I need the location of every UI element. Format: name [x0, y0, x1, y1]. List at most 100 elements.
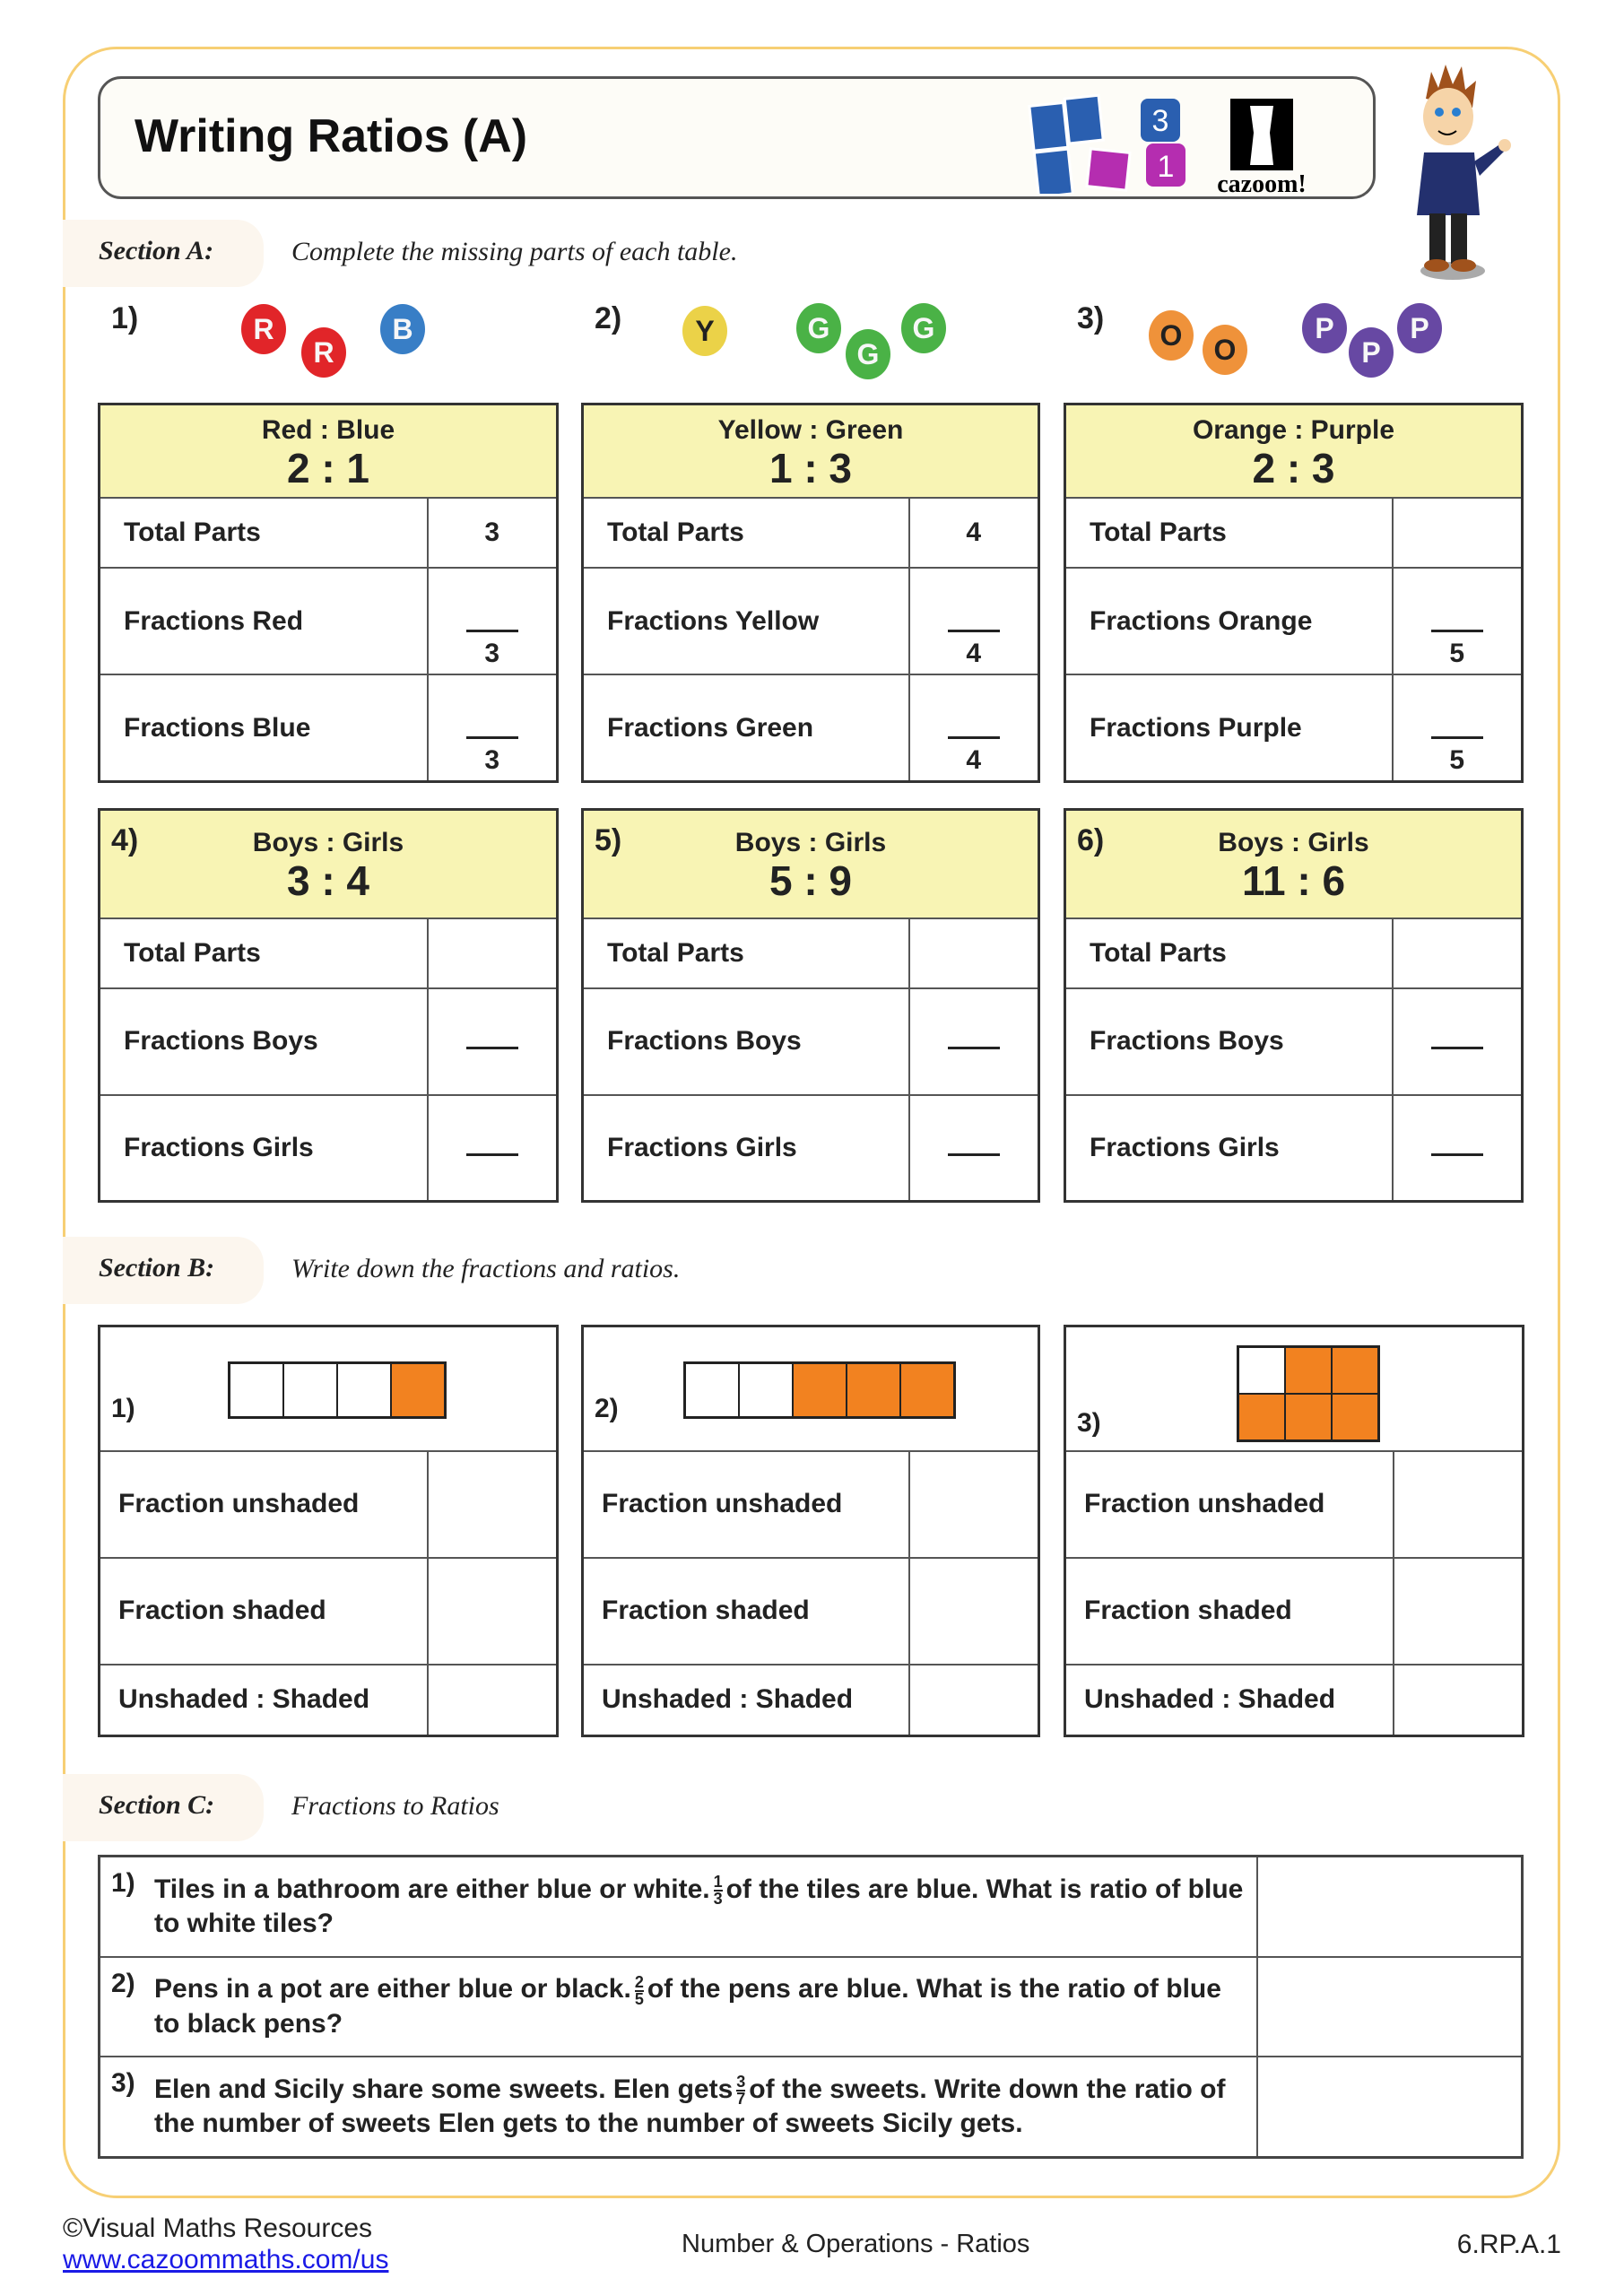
row-label: Unshaded : Shaded: [98, 1663, 429, 1737]
fraction-answer[interactable]: [465, 1152, 518, 1158]
answer-cell[interactable]: [426, 1556, 559, 1665]
table-row: Fractions Boys: [98, 987, 559, 1096]
shaded-grid: [683, 1361, 956, 1419]
ratio-title: Boys : Girls: [252, 828, 404, 858]
question-text-after: of the pens are blue. What is the ratio …: [154, 1974, 1221, 2039]
row-label: Total Parts: [98, 496, 429, 569]
answer-cell[interactable]: 5: [1391, 566, 1524, 676]
table-row: Total Parts: [1064, 917, 1524, 989]
fraction-answer[interactable]: 4: [947, 736, 1000, 780]
ratio-header: 6) Boys : Girls 11 : 6: [1064, 808, 1524, 919]
ratio-value: 1 : 3: [769, 444, 853, 491]
answer-cell[interactable]: [1255, 1855, 1524, 1958]
fraction-answer[interactable]: [947, 1152, 1000, 1158]
answer-cell[interactable]: [1391, 917, 1524, 989]
row-label: Unshaded : Shaded: [1064, 1663, 1394, 1737]
fraction-answer[interactable]: 5: [1430, 630, 1483, 674]
answer-cell[interactable]: [1391, 1093, 1524, 1203]
row-label: Fractions Red: [98, 566, 429, 676]
answer-cell[interactable]: [1392, 1449, 1524, 1559]
answer-cell[interactable]: [426, 917, 559, 989]
fraction-answer[interactable]: 4: [947, 630, 1000, 674]
unshaded-square: [739, 1363, 793, 1417]
answer-cell[interactable]: 4: [908, 674, 1040, 783]
denominator: 7: [736, 2090, 746, 2109]
counter-ball: P: [1397, 303, 1442, 353]
table-row: Total Parts: [1064, 496, 1524, 569]
fraction-answer[interactable]: 5: [1430, 736, 1483, 780]
answer-cell[interactable]: 4: [908, 566, 1040, 676]
answer-cell[interactable]: [1255, 1955, 1524, 2057]
fraction-answer[interactable]: [1430, 1152, 1483, 1158]
question-text: 2) Pens in a pot are either blue or black…: [98, 1955, 1258, 2057]
unshaded-square: [1238, 1347, 1285, 1394]
denominator: 4: [966, 639, 982, 669]
standard-code: 6.RP.A.1: [1456, 2230, 1561, 2259]
shaded-square: [1332, 1394, 1378, 1440]
answer-cell[interactable]: 3: [426, 496, 559, 569]
answer-cell[interactable]: [908, 917, 1040, 989]
row-label: Fraction unshaded: [581, 1449, 910, 1559]
numerator: 2: [634, 1972, 644, 1991]
numerator: 3: [736, 2073, 746, 2092]
question-text: 1) Tiles in a bathroom are either blue or…: [98, 1855, 1258, 1958]
row-label: Fractions Boys: [1064, 987, 1394, 1096]
table-row: Fractions Purple 5: [1064, 674, 1524, 783]
unshaded-square: [337, 1363, 391, 1417]
table-row: Fraction unshaded: [98, 1449, 559, 1559]
worksheet-frame: [63, 47, 1560, 2198]
row-label: Fractions Yellow: [581, 566, 910, 676]
fraction-bar: [1430, 736, 1483, 739]
fraction-bar: [947, 736, 1000, 739]
fraction-answer[interactable]: 3: [465, 630, 518, 674]
answer-cell[interactable]: [908, 1556, 1040, 1665]
question-number: 1): [111, 1868, 135, 1898]
table-row: Total Parts: [581, 917, 1040, 989]
answer-cell[interactable]: [908, 1663, 1040, 1737]
topic-text: Number & Operations - Ratios: [682, 2230, 1030, 2258]
answer-cell[interactable]: 3: [426, 566, 559, 676]
row-value: 4: [966, 517, 982, 547]
answer-cell[interactable]: 3: [426, 674, 559, 783]
fraction-bar: [947, 1047, 1000, 1049]
fraction-answer[interactable]: [465, 1047, 518, 1051]
svg-text:1: 1: [1158, 150, 1175, 184]
answer-cell[interactable]: [426, 987, 559, 1096]
fraction-answer[interactable]: [1430, 1047, 1483, 1051]
denominator: 5: [1449, 745, 1465, 775]
ratio-table: 6) Boys : Girls 11 : 6 Total Parts Fractions…: [1064, 808, 1524, 1203]
answer-cell[interactable]: [908, 1449, 1040, 1559]
website-link[interactable]: www.cazoommaths.com/us: [63, 2245, 389, 2274]
denominator: 4: [966, 745, 982, 775]
row-label: Fractions Boys: [581, 987, 910, 1096]
shape-table: 3) Fraction unshaded Fraction shaded Unshad…: [1064, 1325, 1524, 1737]
shaded-square: [793, 1363, 847, 1417]
answer-cell[interactable]: [426, 1093, 559, 1203]
row-label: Fractions Girls: [581, 1093, 910, 1203]
answer-cell[interactable]: 4: [908, 496, 1040, 569]
row-label: Fractions Blue: [98, 674, 429, 783]
shape-table: 1) Fraction unshaded Fraction shaded Unshad…: [98, 1325, 559, 1737]
table-number: 3): [1077, 1408, 1101, 1438]
answer-cell[interactable]: [908, 1093, 1040, 1203]
row-label: Fraction shaded: [98, 1556, 429, 1665]
ratio-table: 5) Boys : Girls 5 : 9 Total Parts Fractions …: [581, 808, 1040, 1203]
answer-cell[interactable]: [426, 1663, 559, 1737]
counter-ball: G: [901, 303, 946, 353]
answer-cell[interactable]: [1391, 496, 1524, 569]
ratio-title: Orange : Purple: [1192, 414, 1395, 445]
answer-cell[interactable]: [908, 987, 1040, 1096]
svg-text:cazoom!: cazoom!: [1217, 170, 1307, 194]
answer-cell[interactable]: [1392, 1556, 1524, 1665]
fraction-answer[interactable]: 3: [465, 736, 518, 780]
table-row: Fraction unshaded: [1064, 1449, 1524, 1559]
answer-cell[interactable]: [1391, 987, 1524, 1096]
answer-cell[interactable]: [1255, 2055, 1524, 2159]
question-number: 3): [111, 2067, 135, 2098]
row-label: Total Parts: [581, 496, 910, 569]
counter-ball: P: [1302, 303, 1347, 353]
fraction-answer[interactable]: [947, 1047, 1000, 1051]
answer-cell[interactable]: [1392, 1663, 1524, 1737]
answer-cell[interactable]: 5: [1391, 674, 1524, 783]
answer-cell[interactable]: [426, 1449, 559, 1559]
